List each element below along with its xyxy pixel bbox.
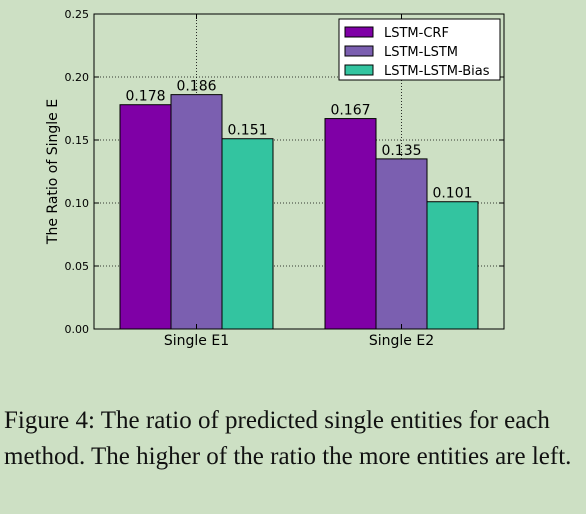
bar-value-label: 0.135	[381, 143, 421, 159]
bar-value-label: 0.151	[227, 123, 267, 139]
x-tick-label: Single E1	[164, 333, 229, 349]
bars: 0.178 0.186 0.151 0.167 0.135 0.101	[119, 79, 479, 330]
y-tick-label: 0.25	[65, 8, 90, 21]
y-axis: 0.00 0.05 0.10 0.15 0.20 0.25	[65, 8, 504, 336]
legend-label: LSTM-LSTM	[384, 45, 458, 60]
bar	[426, 201, 479, 330]
legend-label: LSTM-CRF	[384, 26, 449, 41]
bar-value-label: 0.178	[125, 89, 165, 105]
legend: LSTM-CRF LSTM-LSTM LSTM-LSTM-Bias	[338, 18, 501, 81]
legend-label: LSTM-LSTM-Bias	[384, 64, 490, 79]
legend-swatch	[344, 45, 374, 57]
bar-value-label: 0.101	[432, 186, 472, 202]
bar	[119, 104, 172, 330]
legend-swatch	[344, 26, 374, 38]
bar	[170, 94, 223, 330]
y-tick-label: 0.05	[65, 260, 90, 273]
figure-caption: Figure 4: The ratio of predicted single …	[4, 407, 572, 470]
x-axis: Single E1 Single E2	[164, 14, 434, 349]
bar	[221, 138, 274, 330]
x-tick-label: Single E2	[369, 333, 434, 349]
y-tick-label: 0.10	[65, 197, 90, 210]
bar	[375, 158, 428, 330]
y-tick-label: 0.00	[65, 323, 90, 336]
legend-swatch	[344, 64, 374, 76]
y-tick-label: 0.20	[65, 71, 90, 84]
y-tick-label: 0.15	[65, 134, 90, 147]
y-axis-label: The Ratio of Single E	[45, 99, 61, 245]
bar-value-label: 0.167	[330, 103, 370, 119]
bar-value-label: 0.186	[176, 79, 216, 95]
grid	[94, 14, 504, 329]
plot-frame	[93, 13, 505, 330]
bar	[324, 118, 377, 330]
